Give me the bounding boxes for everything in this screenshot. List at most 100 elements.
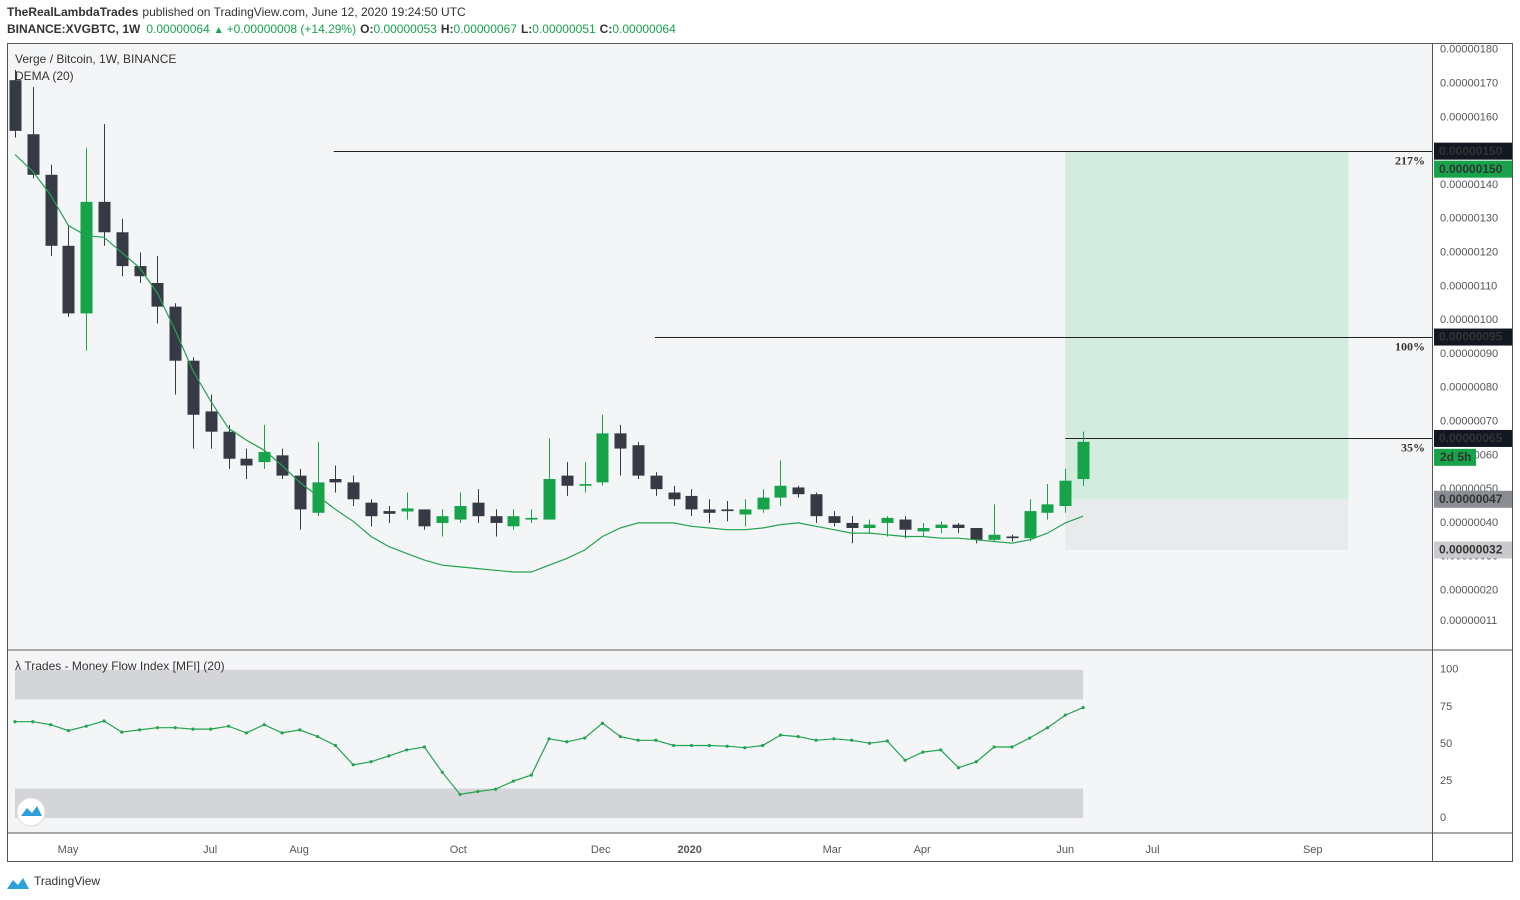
- x-tick-label: Oct: [450, 844, 467, 856]
- countdown-box: [1434, 448, 1476, 466]
- candle-body: [436, 516, 449, 523]
- price-label: 0.00000095: [1439, 330, 1503, 344]
- y-tick-label: 0.00000170: [1440, 77, 1498, 89]
- x-tick-label: Jul: [1145, 844, 1159, 856]
- candle-body: [988, 534, 1001, 540]
- mfi-point: [333, 743, 338, 748]
- y-tick-label: 0.00000070: [1440, 415, 1498, 427]
- y-tick-label: 0.00000020: [1440, 584, 1498, 596]
- candle-body: [935, 524, 948, 529]
- header-line-1: TheRealLambdaTrades published on TradingV…: [7, 5, 466, 19]
- candle-body: [365, 502, 378, 517]
- candle-body: [632, 445, 645, 476]
- price-label: 0.00000065: [1439, 431, 1503, 445]
- y-tick-label: 0.00000040: [1440, 517, 1498, 529]
- mfi-point: [1028, 736, 1032, 740]
- candle-body: [596, 433, 609, 483]
- symbol: BINANCE:XVGBTC, 1W: [7, 22, 141, 36]
- y-tick-label: 0: [1440, 812, 1446, 824]
- candle-body: [810, 494, 823, 517]
- dema-line: [14, 154, 1084, 573]
- candle-body: [383, 511, 396, 514]
- mfi-point: [351, 763, 355, 767]
- candle-body: [952, 524, 965, 529]
- candle-body: [223, 431, 236, 459]
- mfi-point: [262, 723, 266, 727]
- mfi-point: [672, 743, 676, 748]
- mfi-point: [458, 792, 462, 797]
- countdown: 2d 5h: [1440, 450, 1471, 464]
- candle-body: [668, 492, 681, 500]
- mfi-point: [600, 721, 605, 725]
- y-tick-label: 25: [1440, 775, 1452, 787]
- candle-body: [490, 516, 503, 523]
- candle-body: [792, 487, 805, 495]
- x-tick-label: 2020: [677, 844, 701, 856]
- mfi-point: [511, 779, 516, 783]
- candle-body: [614, 433, 627, 449]
- candle-body: [134, 266, 147, 277]
- x-tick-label: Aug: [289, 844, 309, 856]
- mfi-point: [387, 754, 391, 758]
- plot-layer: 217% 100% 35%: [9, 70, 1432, 819]
- mfi-point: [1081, 706, 1085, 710]
- price-label-box: [1434, 328, 1512, 346]
- ohlc-key: C:: [600, 22, 613, 36]
- published: published on TradingView.com, June 12, 2…: [142, 5, 466, 19]
- mfi-point: [476, 789, 480, 794]
- price-label-box: [1434, 541, 1512, 559]
- candle-body: [863, 524, 876, 529]
- candle-body: [27, 134, 40, 175]
- candle-body: [970, 528, 983, 540]
- candle-body: [454, 506, 467, 520]
- y-tick-label: 50: [1440, 738, 1452, 750]
- mfi-point: [316, 734, 320, 739]
- level-annotation: 217%: [1395, 153, 1425, 167]
- candle-body: [579, 484, 592, 486]
- mfi-point: [654, 738, 658, 742]
- candle-body: [312, 482, 325, 513]
- candle-body: [721, 509, 734, 512]
- profit-zone: [1065, 151, 1349, 500]
- mfi-point: [903, 758, 907, 762]
- candle-body: [881, 517, 894, 523]
- mfi-point: [529, 773, 533, 777]
- y-tick-label: 0.00000011: [1440, 615, 1497, 627]
- level-annotation: 35%: [1401, 440, 1425, 454]
- frame: [7, 43, 1513, 862]
- candle-body: [561, 475, 574, 486]
- legend-dema: DEMA (20): [15, 69, 74, 83]
- candle-body: [169, 306, 182, 361]
- mfi-point: [369, 760, 373, 764]
- x-tick-label: Jul: [203, 844, 217, 856]
- y-tick-label: 75: [1440, 701, 1452, 713]
- x-tick-label: Jun: [1056, 844, 1074, 856]
- x-tick-label: Sep: [1303, 844, 1323, 856]
- last-price: 0.00000064: [146, 22, 210, 36]
- y-tick-label: 0.00000160: [1440, 111, 1498, 123]
- mfi-point: [636, 738, 640, 742]
- ohlc-value: 0.00000067: [454, 22, 518, 36]
- mfi-point: [761, 743, 765, 748]
- mfi-point: [209, 727, 213, 731]
- candle-body: [828, 516, 841, 523]
- mfi-point: [832, 737, 836, 741]
- price-label: 0.00000150: [1439, 162, 1503, 176]
- mfi-point: [298, 728, 302, 732]
- logo-shape: [21, 806, 42, 816]
- candle-body: [329, 479, 342, 483]
- y-tick-label: 0.00000140: [1440, 179, 1498, 191]
- mfi-point: [565, 740, 569, 744]
- author: TheRealLambdaTrades: [7, 5, 139, 19]
- mfi-point: [31, 720, 35, 724]
- mfi-point: [49, 723, 53, 727]
- mfi-point: [867, 741, 872, 745]
- mfi-point: [84, 724, 88, 728]
- mfi-point: [939, 748, 943, 752]
- price-label: 0.00000150: [1439, 144, 1503, 158]
- mfi-point: [191, 727, 195, 731]
- candle-body: [525, 517, 538, 520]
- candle-body: [347, 482, 360, 500]
- mfi-point: [725, 744, 729, 748]
